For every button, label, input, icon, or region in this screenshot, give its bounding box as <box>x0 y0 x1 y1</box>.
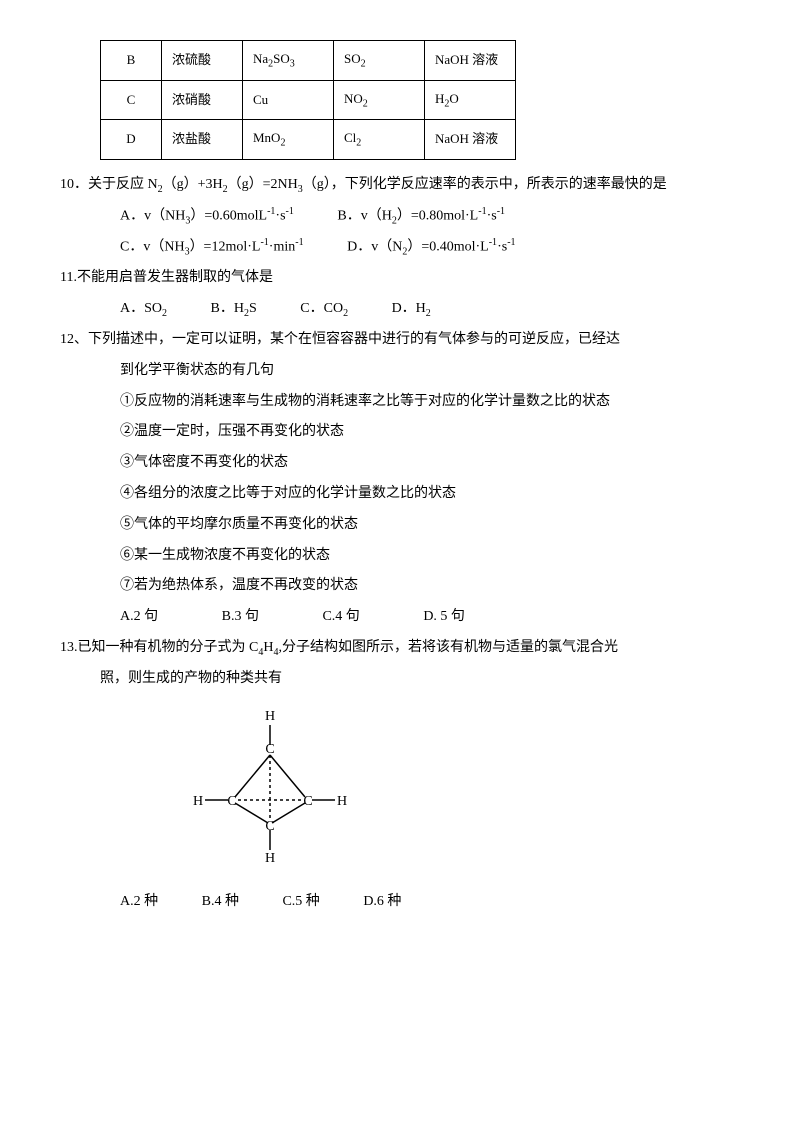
q10-opts-row2: C．v（NH3）=12mol·L-1·min-1 D．v（N2）=0.40mol… <box>60 232 740 263</box>
q12-i3: ③气体密度不再变化的状态 <box>60 448 740 479</box>
cell: MnO2 <box>243 120 334 160</box>
cell: Cu <box>243 80 334 120</box>
atom-C: C <box>265 742 274 757</box>
cell: SO2 <box>334 41 425 81</box>
q13-A: A.2 种 <box>120 894 158 909</box>
q12-i5: ⑤气体的平均摩尔质量不再变化的状态 <box>60 510 740 541</box>
q12-B: B.3 句 <box>222 609 259 624</box>
cell: 浓硫酸 <box>162 41 243 81</box>
q12-D: D. 5 句 <box>423 609 465 624</box>
cell-label: D <box>101 120 162 160</box>
atom-H: H <box>265 709 275 724</box>
q12-stem: 12、下列描述中，一定可以证明，某个在恒容容器中进行的有气体参与的可逆反应，已经… <box>60 325 740 356</box>
atom-C: C <box>227 794 236 809</box>
q11-opts: A．SO2 B．H2S C．CO2 D．H2 <box>60 294 740 325</box>
atom-C: C <box>265 819 274 834</box>
q13-B: B.4 种 <box>202 894 239 909</box>
q13-D: D.6 种 <box>363 894 401 909</box>
q10-C: C．v（NH3）=12mol·L-1·min-1 <box>120 232 304 263</box>
q10-stem: 10．关于反应 N2（g）+3H2（g）=2NH3（g），下列化学反应速率的表示… <box>60 170 740 201</box>
table-row: D 浓盐酸 MnO2 Cl2 NaOH 溶液 <box>101 120 516 160</box>
q12-stem-cont: 到化学平衡状态的有几句 <box>60 356 740 387</box>
q11-C: C．CO2 <box>300 294 348 325</box>
cell: Na2SO3 <box>243 41 334 81</box>
cell: 浓硝酸 <box>162 80 243 120</box>
cell-label: C <box>101 80 162 120</box>
table-row: B 浓硫酸 Na2SO3 SO2 NaOH 溶液 <box>101 41 516 81</box>
cell-label: B <box>101 41 162 81</box>
atom-H: H <box>193 794 203 809</box>
table-row: C 浓硝酸 Cu NO2 H2O <box>101 80 516 120</box>
q12-i4: ④各组分的浓度之比等于对应的化学计量数之比的状态 <box>60 479 740 510</box>
atom-C: C <box>303 794 312 809</box>
q12-i1: ①反应物的消耗速率与生成物的消耗速率之比等于对应的化学计量数之比的状态 <box>60 387 740 418</box>
cell: NaOH 溶液 <box>425 41 516 81</box>
q10-opts-row1: A．v（NH3）=0.60molL-1·s-1 B．v（H2）=0.80mol·… <box>60 201 740 232</box>
reagent-table: B 浓硫酸 Na2SO3 SO2 NaOH 溶液 C 浓硝酸 Cu NO2 H2… <box>100 40 516 160</box>
q13-stem: 13.已知一种有机物的分子式为 C4H4,分子结构如图所示，若将该有机物与适量的… <box>60 633 740 664</box>
q10-B: B．v（H2）=0.80mol·L-1·s-1 <box>337 201 505 232</box>
cell: Cl2 <box>334 120 425 160</box>
cell: 浓盐酸 <box>162 120 243 160</box>
q12-opts: A.2 句 B.3 句 C.4 句 D. 5 句 <box>60 602 740 633</box>
q13-C: C.5 种 <box>282 894 319 909</box>
cell: NO2 <box>334 80 425 120</box>
q12-C: C.4 句 <box>322 609 359 624</box>
molecule-diagram: H C H C C H C H <box>180 705 740 878</box>
q12-A: A.2 句 <box>120 609 158 624</box>
cell: NaOH 溶液 <box>425 120 516 160</box>
q10-A: A．v（NH3）=0.60molL-1·s-1 <box>120 201 294 232</box>
q13-stem-cont: 照，则生成的产物的种类共有 <box>60 664 740 695</box>
q12-i7: ⑦若为绝热体系，温度不再改变的状态 <box>60 571 740 602</box>
atom-H: H <box>337 794 347 809</box>
q12-i6: ⑥某一生成物浓度不再变化的状态 <box>60 541 740 572</box>
q10-D: D．v（N2）=0.40mol·L-1·s-1 <box>347 232 515 263</box>
atom-H: H <box>265 851 275 865</box>
cell: H2O <box>425 80 516 120</box>
q11-B: B．H2S <box>211 294 257 325</box>
q11-D: D．H2 <box>392 294 431 325</box>
q12-i2: ②温度一定时，压强不再变化的状态 <box>60 417 740 448</box>
q13-opts: A.2 种 B.4 种 C.5 种 D.6 种 <box>60 887 740 918</box>
q11-stem: 11.不能用启普发生器制取的气体是 <box>60 263 740 294</box>
q11-A: A．SO2 <box>120 294 167 325</box>
